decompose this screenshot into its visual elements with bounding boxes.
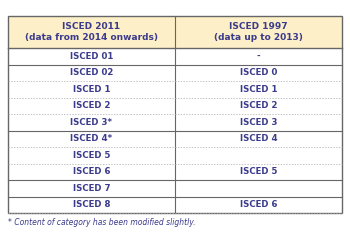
Text: ISCED 3*: ISCED 3*: [70, 118, 112, 127]
Text: ISCED 4: ISCED 4: [240, 134, 277, 143]
Text: ISCED 5: ISCED 5: [240, 167, 277, 176]
Text: ISCED 6: ISCED 6: [240, 200, 277, 209]
Text: ISCED 01: ISCED 01: [70, 52, 113, 61]
Text: ISCED 1: ISCED 1: [73, 85, 110, 94]
Text: ISCED 0: ISCED 0: [240, 68, 277, 77]
Text: ISCED 5: ISCED 5: [73, 151, 110, 160]
Text: ISCED 2011
(data from 2014 onwards): ISCED 2011 (data from 2014 onwards): [25, 22, 158, 42]
Text: ISCED 2: ISCED 2: [240, 101, 277, 110]
Text: ISCED 4*: ISCED 4*: [70, 134, 113, 143]
Text: ISCED 3: ISCED 3: [240, 118, 277, 127]
Text: -: -: [257, 52, 260, 61]
Text: ISCED 7: ISCED 7: [73, 184, 110, 193]
Text: ISCED 02: ISCED 02: [70, 68, 113, 77]
Text: ISCED 6: ISCED 6: [73, 167, 110, 176]
Text: ISCED 2: ISCED 2: [73, 101, 110, 110]
Text: ISCED 8: ISCED 8: [73, 200, 110, 209]
Text: ISCED 1: ISCED 1: [240, 85, 277, 94]
Text: * Content of category has been modified slightly.: * Content of category has been modified …: [8, 218, 196, 227]
Text: ISCED 1997
(data up to 2013): ISCED 1997 (data up to 2013): [214, 22, 303, 42]
Bar: [8, 16, 342, 48]
Bar: [8, 16, 342, 213]
